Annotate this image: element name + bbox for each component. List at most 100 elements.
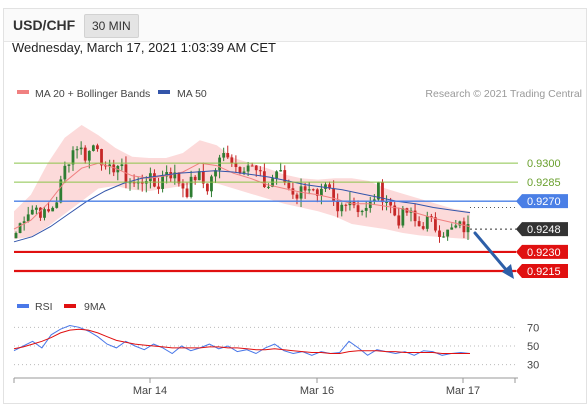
- resistance-level-label: 0.9285: [527, 177, 561, 189]
- ma50-legend-label: MA 50: [177, 88, 207, 100]
- candle-body: [454, 225, 458, 228]
- credit-text: Research © 2021 Trading Central: [425, 88, 582, 100]
- resistance-level-label: 0.9300: [527, 158, 561, 170]
- candle-body: [315, 189, 319, 196]
- candle-body: [83, 147, 87, 161]
- candle-body: [368, 201, 372, 208]
- candle-body: [22, 221, 26, 224]
- current-level-label: 0.9248: [527, 224, 561, 236]
- candle-body: [87, 150, 91, 161]
- candle-body: [446, 229, 450, 237]
- candle-body: [450, 227, 454, 230]
- candle-body: [385, 201, 388, 203]
- candle-body: [51, 207, 55, 212]
- candle-body: [79, 147, 83, 150]
- candle-body: [417, 221, 421, 227]
- candle-body: [311, 189, 315, 191]
- candle-body: [210, 176, 213, 192]
- support-level-tag: [516, 263, 568, 278]
- candle-body: [242, 171, 246, 173]
- candle-body: [262, 171, 266, 188]
- rsi-line: [13, 324, 471, 356]
- candle-body: [218, 157, 222, 171]
- rsi-tick-label: 50: [527, 341, 539, 353]
- candle-body: [205, 183, 209, 192]
- candle-body: [18, 223, 22, 234]
- support-level-label: 0.9215: [527, 266, 561, 278]
- candle-body: [397, 215, 401, 226]
- candle-body: [320, 188, 323, 196]
- candle-body: [393, 205, 397, 216]
- candle-body: [372, 199, 376, 202]
- ma20-legend-label: MA 20 + Bollinger Bands: [35, 88, 150, 100]
- candle-body: [153, 173, 156, 187]
- symbol-title: USD/CHF: [13, 17, 76, 33]
- support-level-tag: [516, 244, 568, 259]
- timeframe-button[interactable]: 30 MIN: [84, 14, 139, 38]
- candle-body: [356, 205, 360, 213]
- chart-panel: USD/CHF 30 MIN: [3, 8, 587, 404]
- candle-body: [63, 165, 67, 180]
- ma20-legend-swatch: [17, 90, 29, 94]
- candle-body: [303, 186, 307, 191]
- candle-body: [295, 194, 299, 199]
- candle-body: [389, 201, 393, 206]
- candle-body: [332, 188, 336, 201]
- candle-body: [55, 202, 59, 208]
- candle-body: [246, 165, 250, 172]
- candle-body: [267, 186, 270, 188]
- candle-body: [43, 209, 46, 218]
- candle-body: [197, 171, 201, 181]
- candle-body: [34, 207, 38, 210]
- candle-body: [462, 221, 466, 233]
- candle-body: [254, 165, 258, 171]
- candle-body: [377, 182, 380, 200]
- candle-body: [222, 153, 226, 158]
- candle-body: [112, 164, 116, 173]
- candle-body: [14, 233, 18, 239]
- x-tick-label: Mar 14: [133, 385, 167, 397]
- candle-body: [91, 145, 95, 151]
- candle-body: [434, 217, 437, 231]
- candle-body: [193, 176, 197, 181]
- candle-body: [328, 184, 331, 189]
- candle-body: [47, 209, 50, 212]
- price-levels: 0.9300 0.9285 0.9270 0.9248 0.9230 0.9215: [14, 158, 568, 278]
- candle-body: [401, 208, 405, 226]
- ma20-line: [13, 162, 471, 230]
- candle-body: [100, 149, 103, 166]
- candle-body: [360, 210, 364, 213]
- candle-body: [458, 221, 462, 226]
- x-tick-label: Mar 16: [300, 385, 334, 397]
- candle-body: [157, 186, 160, 189]
- candle-body: [364, 207, 368, 211]
- x-tick-label: Mar 17: [446, 385, 480, 397]
- candle-body: [67, 164, 71, 166]
- candle-body: [230, 157, 234, 164]
- candle-body: [238, 167, 242, 173]
- candle-body: [96, 145, 99, 150]
- rsi-legend-label: RSI: [35, 301, 53, 313]
- nine-ma-line: [13, 328, 470, 354]
- candle-body: [421, 226, 425, 229]
- candle-body: [234, 163, 238, 168]
- candle-body: [291, 188, 295, 195]
- candle-body: [438, 230, 441, 237]
- rsi-plot: 70 50 30: [13, 322, 539, 372]
- candle-body: [352, 200, 356, 206]
- candle-body: [275, 171, 279, 179]
- candle-body: [75, 149, 79, 151]
- candle-body: [307, 189, 311, 191]
- rsi-tick-label: 30: [527, 360, 539, 372]
- candle-body: [381, 182, 384, 203]
- candle-body: [173, 172, 177, 179]
- candle-body: [177, 172, 181, 184]
- nine-ma-legend-label: 9MA: [84, 301, 106, 313]
- candle-body: [344, 204, 348, 206]
- forecast-arrow: [473, 231, 514, 279]
- candle-body: [336, 200, 340, 212]
- candle-body: [128, 182, 132, 184]
- candle-body: [429, 216, 433, 218]
- candle-body: [132, 182, 136, 184]
